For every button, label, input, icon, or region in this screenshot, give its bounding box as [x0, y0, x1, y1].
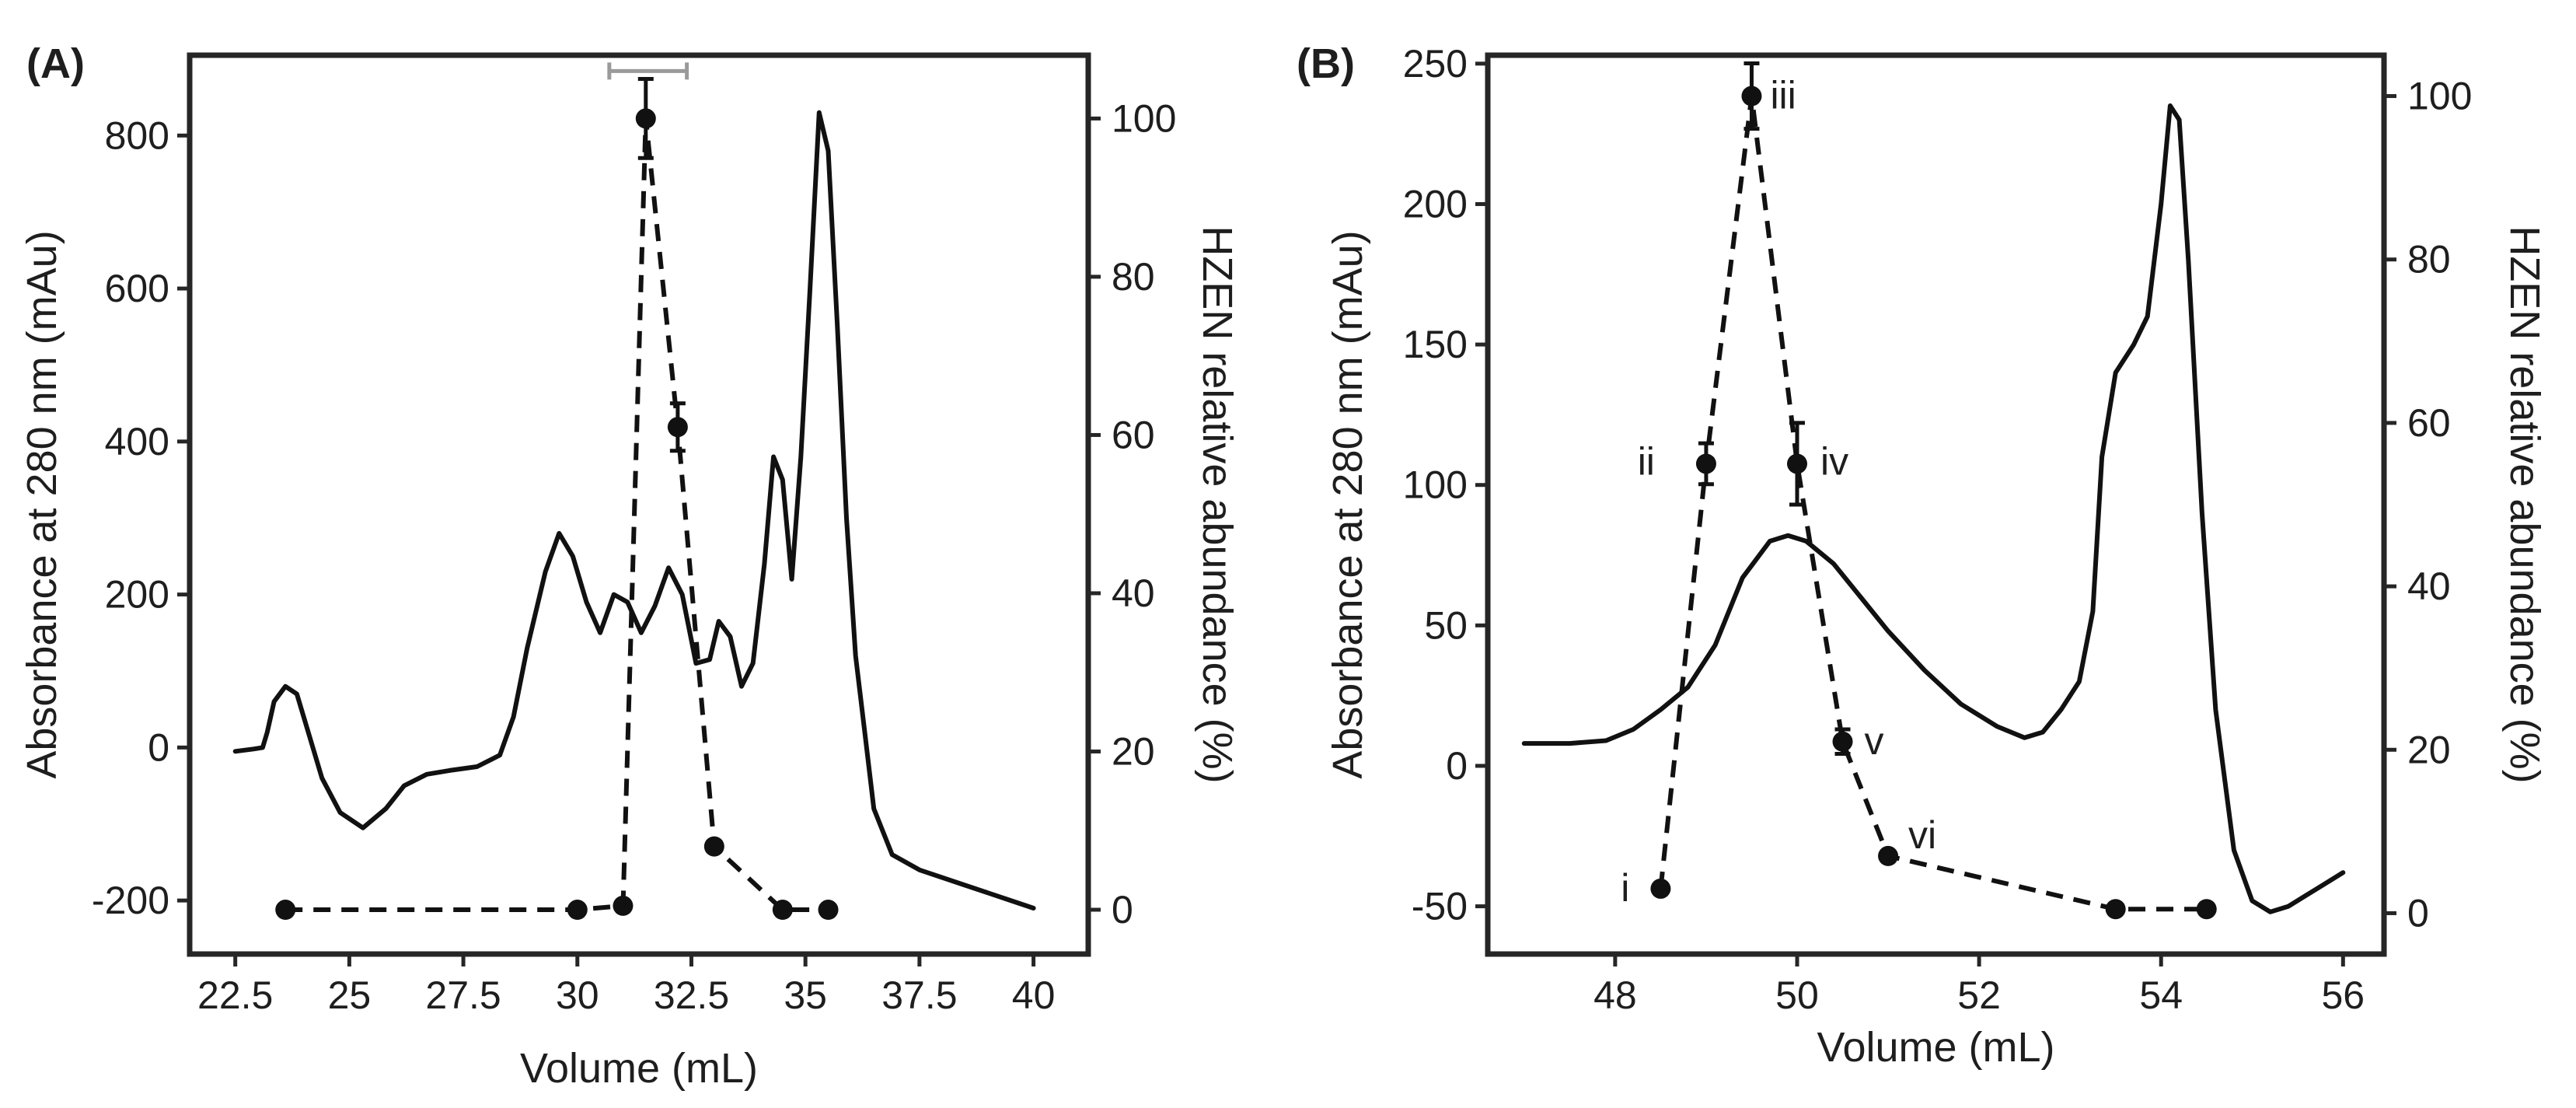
y2-tick-label: 20	[2407, 728, 2451, 771]
y-tick-label: -50	[1412, 885, 1468, 928]
y2-tick-label: 80	[2407, 238, 2451, 281]
x-tick-label: 25	[328, 973, 372, 1017]
y2-tick-label: 100	[1112, 96, 1176, 140]
y-tick-label: 0	[148, 725, 169, 769]
x-tick-label: 35	[784, 973, 827, 1017]
x-tick-label: 54	[2139, 973, 2183, 1017]
hzen-abundance-trace	[285, 118, 829, 912]
hzen-data-point	[1695, 453, 1716, 474]
y2-tick-label: 60	[2407, 401, 2451, 445]
absorbance-trace	[1521, 103, 2346, 914]
hzen-data-point	[1786, 453, 1807, 474]
hzen-data-point	[667, 417, 688, 438]
point-label: v	[1865, 719, 1884, 763]
x-tick-label: 50	[1775, 973, 1819, 1017]
x-tick-label: 48	[1593, 973, 1637, 1017]
absorbance-trace	[232, 110, 1036, 911]
y-axis-title: Absorbance at 280 nm (mAu)	[1325, 230, 1371, 778]
y-tick-label: 400	[105, 420, 169, 463]
x-tick-label: 22.5	[197, 973, 273, 1017]
point-label: vi	[1908, 813, 1936, 857]
hzen-data-point	[818, 900, 839, 921]
y2-tick-label: 40	[2407, 564, 2451, 608]
hzen-data-point	[703, 836, 724, 857]
hzen-data-point	[1650, 878, 1671, 899]
x-tick-label: 32.5	[654, 973, 729, 1017]
hzen-data-point	[1832, 731, 1853, 752]
y-axis-title: Absorbance at 280 nm (mAu)	[19, 230, 65, 778]
panel-b: (B) 48 50 52 54 56 -50 0 50 100 150 200 250 0 20 40 60 80…	[1297, 40, 2548, 1071]
y2-tick-label: 0	[1112, 888, 1133, 931]
y2-axis-title: HZEN relative abundance (%)	[2501, 225, 2548, 783]
y-tick-label: 800	[105, 114, 169, 157]
plot-frame	[1485, 52, 2387, 957]
hzen-data-point	[1878, 845, 1899, 866]
y-tick-label: 200	[1403, 182, 1468, 225]
x-tick-label: 56	[2322, 973, 2365, 1017]
y-tick-label: 250	[1403, 42, 1468, 86]
hzen-abundance-trace	[1658, 96, 2207, 912]
hzen-data-point	[567, 900, 588, 921]
y-tick-label: 600	[105, 267, 169, 310]
x-tick-label: 27.5	[425, 973, 501, 1017]
hzen-data-point	[275, 900, 296, 921]
x-axis-title: Volume (mL)	[1817, 1024, 2054, 1071]
point-label: i	[1621, 866, 1629, 910]
y-tick-label: 100	[1403, 463, 1468, 507]
y2-tick-label: 20	[1112, 729, 1155, 773]
y-tick-label: 200	[105, 573, 169, 617]
plot-frame	[187, 52, 1091, 957]
point-label: iii	[1770, 74, 1796, 117]
y-tick-label: 150	[1403, 323, 1468, 366]
x-tick-label: 40	[1012, 973, 1056, 1017]
x-tick-label: 52	[1957, 973, 2001, 1017]
point-label: iv	[1820, 439, 1848, 483]
point-label: ii	[1638, 439, 1655, 483]
x-tick-label: 30	[556, 973, 599, 1017]
x-axis-title: Volume (mL)	[520, 1045, 758, 1092]
y2-tick-label: 60	[1112, 413, 1155, 456]
hzen-data-point	[2105, 899, 2126, 920]
x-tick-label: 37.5	[881, 973, 957, 1017]
hzen-data-point	[635, 108, 656, 129]
panel-label: (B)	[1297, 40, 1355, 87]
panel-label: (A)	[26, 40, 85, 87]
hzen-data-point	[1741, 86, 1762, 107]
y2-tick-label: 80	[1112, 255, 1155, 299]
panel-a: (A)22.5 25 27.5 30 32.5 35 37.5 40-200020040060…	[19, 40, 1241, 1092]
hzen-data-point	[772, 900, 793, 921]
y2-tick-label: 40	[1112, 571, 1155, 615]
hzen-data-point	[2196, 899, 2217, 920]
y2-tick-label: 100	[2407, 75, 2472, 118]
y-tick-label: 0	[1446, 744, 1468, 788]
y2-tick-label: 0	[2407, 891, 2429, 935]
y2-axis-title: HZEN relative abundance (%)	[1194, 225, 1241, 783]
y-tick-label: -200	[92, 879, 169, 922]
hzen-data-point	[613, 895, 634, 916]
y-tick-label: 50	[1424, 603, 1468, 647]
